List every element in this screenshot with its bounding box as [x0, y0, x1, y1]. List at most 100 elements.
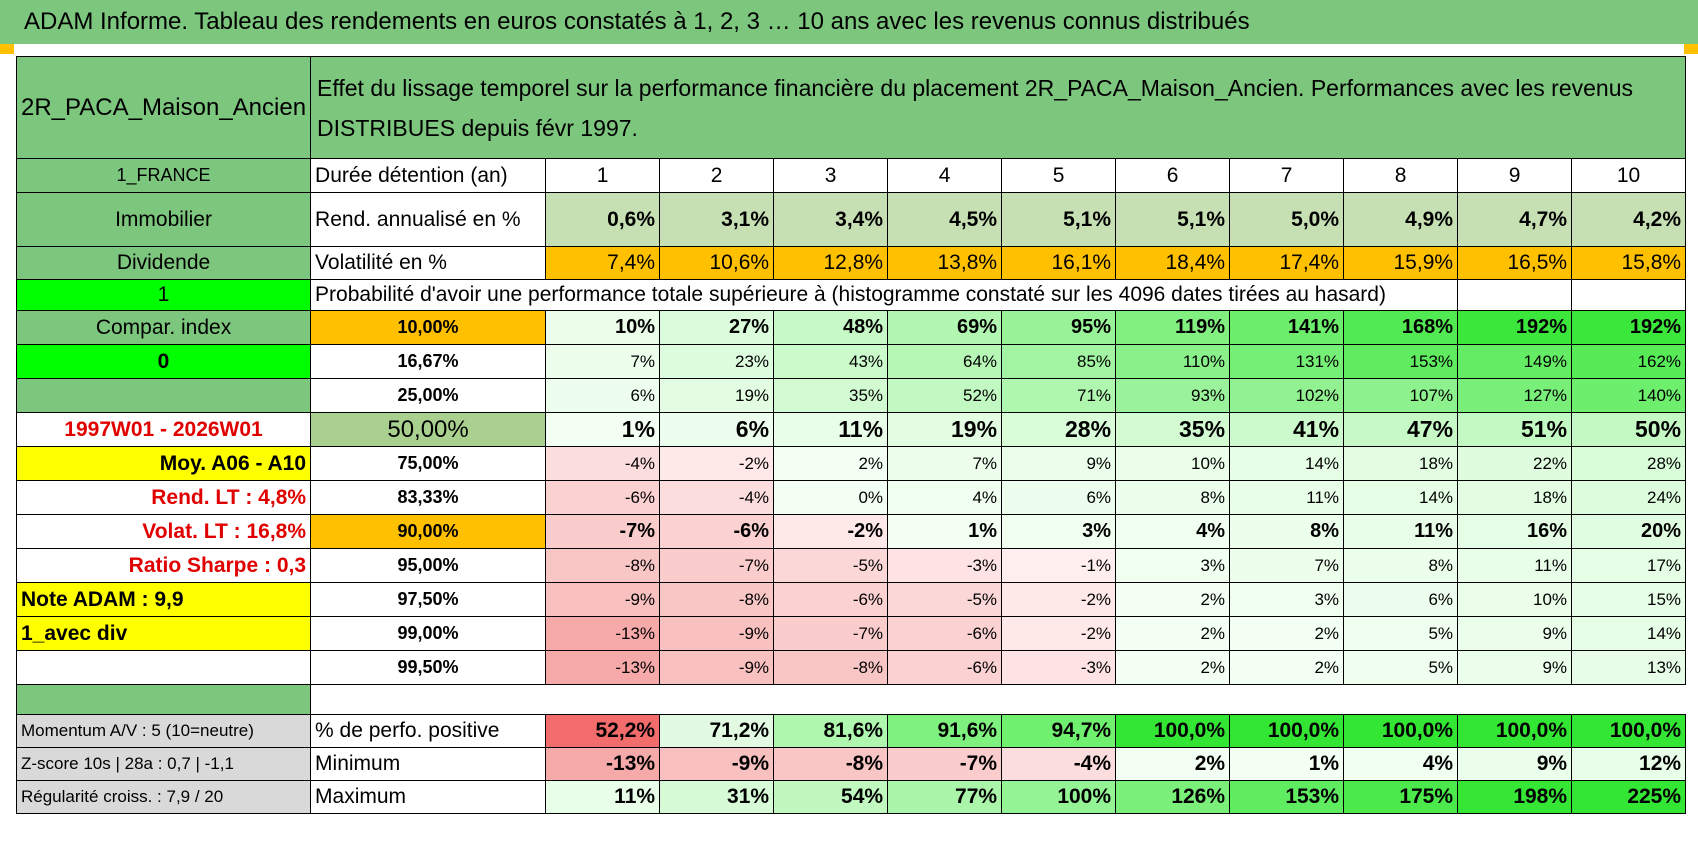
rend-value: 4,2% [1571, 192, 1687, 247]
quantile-value: 5% [1343, 650, 1459, 685]
quantile-value: -4% [545, 446, 661, 481]
asset-name: 2R_PACA_Maison_Ancien [15, 56, 312, 159]
quantile-value: 28% [1001, 412, 1117, 447]
year-header: 7 [1229, 158, 1345, 193]
quantile-value: 102% [1229, 378, 1345, 413]
quantile-value: 6% [1343, 582, 1459, 617]
rend-value: 4,5% [887, 192, 1003, 247]
quantile-value: 7% [887, 446, 1003, 481]
quantile-value: 6% [659, 412, 775, 447]
type-label: Immobilier [15, 192, 312, 247]
quantile-value: -2% [1001, 582, 1117, 617]
stat-value: 52,2% [545, 714, 661, 748]
stat-value: -8% [773, 747, 889, 781]
quantile-value: -3% [887, 548, 1003, 583]
year-header: 2 [659, 158, 775, 193]
quantile-value: 51% [1457, 412, 1573, 447]
returns-table: 2R_PACA_Maison_Ancien Effet du lissage te… [15, 56, 1687, 814]
quantile-value: 162% [1571, 344, 1687, 379]
stat-value: 153% [1229, 780, 1345, 814]
stat-value: 126% [1115, 780, 1231, 814]
vol-label: Volatilité en % [310, 246, 547, 280]
quantile-value: 14% [1343, 480, 1459, 515]
country-label: 1_FRANCE [15, 158, 312, 193]
compar-label: Compar. index [15, 310, 312, 345]
quantile-value: 9% [1457, 616, 1573, 651]
quantile-label: 50,00% [310, 412, 547, 447]
rend-value: 3,4% [773, 192, 889, 247]
quantile-row: Compar. index 10,00% 10% 27% 48% 69% 95% 119% 14… [15, 310, 1687, 345]
stat-row: Régularité croiss. : 7,9 / 20 Maximum 11% 3… [15, 780, 1687, 814]
quantile-value: 71% [1001, 378, 1117, 413]
quantile-row: Volat. LT : 16,8% 90,00% -7% -6% -2% 1% 3% 4% 8%… [15, 514, 1687, 549]
note-label: Note ADAM : 9,9 [15, 582, 312, 617]
quantile-value: 2% [1115, 650, 1231, 685]
duration-row: 1_FRANCE Durée détention (an) 1 2 3 4 5 6 7 8 9 10 [15, 158, 1687, 193]
quantile-value: 35% [1115, 412, 1231, 447]
quantile-value: -1% [1001, 548, 1117, 583]
quantile-value: 1% [887, 514, 1003, 549]
quantile-value: 5% [1343, 616, 1459, 651]
stat-label: Maximum [310, 780, 547, 814]
stat-value: -7% [887, 747, 1003, 781]
prob-label: Probabilité d'avoir une performance tota… [310, 279, 1458, 311]
quantile-value: 17% [1571, 548, 1687, 583]
quantile-value: 6% [545, 378, 661, 413]
quantile-value: 7% [1229, 548, 1345, 583]
gap-blank [311, 685, 1686, 715]
stat-value: 81,6% [773, 714, 889, 748]
quantile-value: 16% [1457, 514, 1573, 549]
prob-header-row: 1 Probabilité d'avoir une performance tot… [15, 279, 1687, 311]
stat-row: Momentum A/V : 5 (10=neutre)% de perfo. … [15, 714, 1687, 748]
quantile-value: -7% [773, 616, 889, 651]
compar-flag: 0 [15, 344, 312, 379]
quantile-value: 153% [1343, 344, 1459, 379]
stat-value: 198% [1457, 780, 1573, 814]
quantile-value: -6% [887, 616, 1003, 651]
quantile-value: 8% [1115, 480, 1231, 515]
quantile-value: 168% [1343, 310, 1459, 345]
stat-value: 1% [1229, 747, 1345, 781]
quantile-value: 1% [545, 412, 661, 447]
gap-row [15, 684, 1686, 715]
quantile-value: -4% [659, 480, 775, 515]
vol-value: 17,4% [1229, 246, 1345, 280]
quantile-value: 2% [1229, 616, 1345, 651]
quantile-label: 95,00% [310, 548, 547, 583]
quantile-value: 93% [1115, 378, 1231, 413]
quantile-row: 0 16,67% 7% 23% 43% 64% 85% 110% 131% 153% 149% 162… [15, 344, 1687, 379]
quantile-value: -8% [659, 582, 775, 617]
momentum-label: Momentum A/V : 5 (10=neutre) [15, 714, 312, 748]
quantile-value: -2% [1001, 616, 1117, 651]
income-label: Dividende [15, 246, 312, 280]
vol-value: 16,1% [1001, 246, 1117, 280]
quantile-value: -2% [659, 446, 775, 481]
stat-value: 100,0% [1457, 714, 1573, 748]
quantile-value: -13% [545, 616, 661, 651]
zscore-label: Z-score 10s | 28a : 0,7 | -1,1 [15, 747, 312, 781]
vol-value: 12,8% [773, 246, 889, 280]
quantile-value: -6% [659, 514, 775, 549]
quantile-value: 10% [545, 310, 661, 345]
quantile-value: 50% [1571, 412, 1687, 447]
stat-value: 100,0% [1343, 714, 1459, 748]
quantile-value: 19% [887, 412, 1003, 447]
stat-value: 100,0% [1229, 714, 1345, 748]
stat-value: 100,0% [1571, 714, 1687, 748]
stat-label: % de perfo. positive [310, 714, 547, 748]
corner-marker-right [1684, 44, 1698, 54]
quantile-label: 83,33% [310, 480, 547, 515]
quantile-value: 140% [1571, 378, 1687, 413]
quantile-value: -5% [773, 548, 889, 583]
quantile-value: 69% [887, 310, 1003, 345]
quantile-value: 13% [1571, 650, 1687, 685]
quantile-value: 18% [1457, 480, 1573, 515]
stat-value: -13% [545, 747, 661, 781]
vol-row: Dividende Volatilité en % 7,4% 10,6% 12,8% 13… [15, 246, 1687, 280]
blank-cell [1571, 279, 1687, 311]
quantile-value: 119% [1115, 310, 1231, 345]
regularite-label: Régularité croiss. : 7,9 / 20 [15, 780, 312, 814]
rend-row: Immobilier Rend. annualisé en % 0,6% 3,1% 3,… [15, 192, 1687, 247]
quantile-value: -6% [545, 480, 661, 515]
quantile-value: 192% [1571, 310, 1687, 345]
